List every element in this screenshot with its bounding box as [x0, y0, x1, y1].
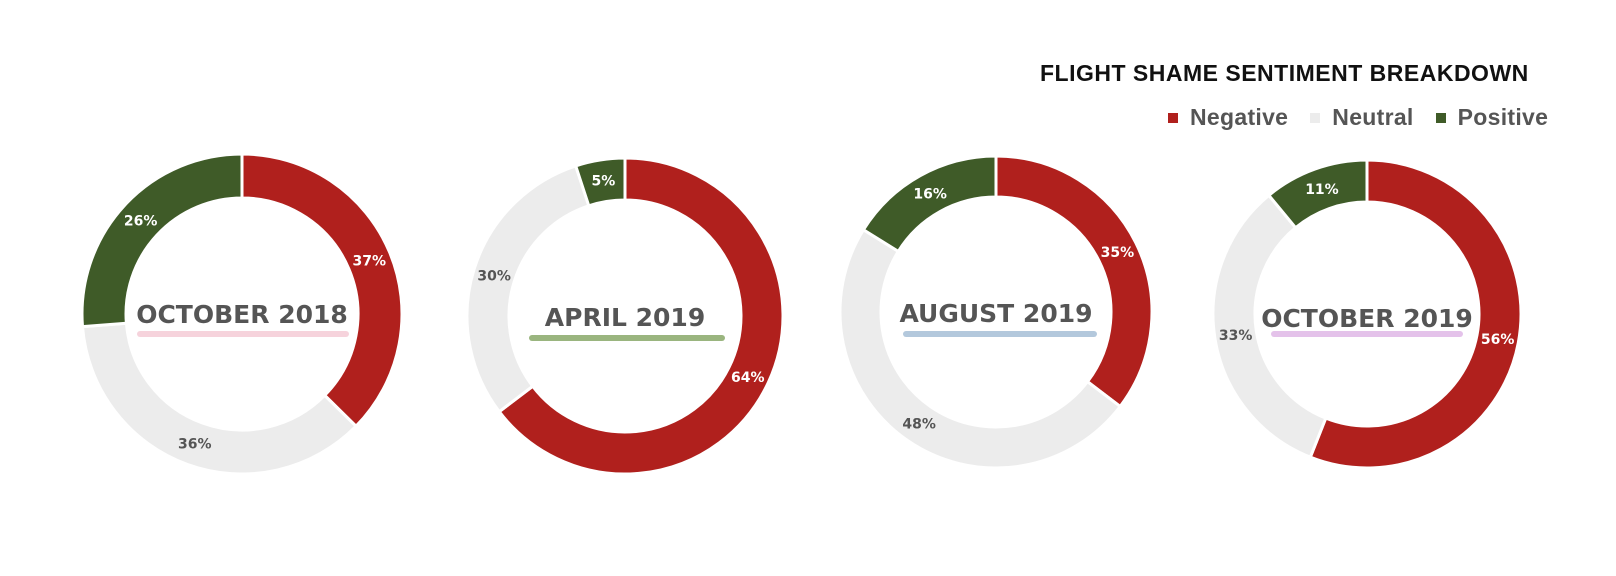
legend-label-neutral: Neutral [1332, 104, 1414, 130]
slice-negative [497, 156, 785, 476]
legend-swatch-negative [1168, 112, 1178, 123]
chart-title: FLIGHT SHAME SENTIMENT BREAKDOWN [1040, 60, 1529, 86]
data-label-negative: 64% [731, 370, 765, 386]
data-label-positive: 11% [1305, 182, 1339, 198]
data-label-negative: 37% [353, 254, 387, 270]
slice-positive [80, 152, 244, 329]
slice-negative [1308, 158, 1523, 470]
data-label-neutral: 30% [477, 268, 511, 284]
slice-negative [240, 152, 404, 429]
data-label-neutral: 36% [178, 437, 212, 453]
legend-label-positive: Positive [1457, 104, 1549, 130]
center-label: AUGUST 2019 [899, 299, 1092, 328]
center-label: OCTOBER 2018 [136, 300, 348, 329]
data-label-negative: 56% [1481, 332, 1515, 348]
data-label-negative: 35% [1101, 245, 1135, 261]
data-label-positive: 26% [124, 213, 158, 229]
donut-october-2019: OCTOBER 2019 56% 33% 11% [1211, 158, 1523, 470]
legend-label-negative: Negative [1190, 104, 1289, 130]
donut-april-2019: APRIL 2019 64% 30% 5% [465, 156, 785, 476]
slice-neutral [838, 227, 1123, 470]
slice-positive [861, 154, 998, 254]
center-label: OCTOBER 2019 [1261, 304, 1473, 333]
slice-neutral [465, 163, 591, 414]
legend-item-positive: Positive [1435, 104, 1549, 131]
legend-item-neutral: Neutral [1310, 104, 1413, 131]
legend-item-negative: Negative [1168, 104, 1288, 131]
data-label-positive: 5% [591, 174, 615, 190]
data-label-neutral: 48% [902, 417, 936, 433]
slice-negative [994, 154, 1154, 409]
slice-neutral [80, 321, 359, 476]
center-label: APRIL 2019 [545, 303, 705, 332]
slice-positive [1266, 158, 1369, 230]
legend-swatch-neutral [1310, 112, 1321, 123]
data-label-neutral: 33% [1219, 328, 1253, 344]
legend-swatch-positive [1435, 112, 1446, 123]
data-label-positive: 16% [913, 187, 947, 203]
slice-positive [573, 156, 627, 208]
legend: Negative Neutral Positive [1168, 104, 1548, 131]
donut-august-2019: AUGUST 2019 35% 48% 16% [838, 154, 1154, 470]
donut-october-2018: OCTOBER 2018 37% 36% 26% [80, 152, 404, 476]
